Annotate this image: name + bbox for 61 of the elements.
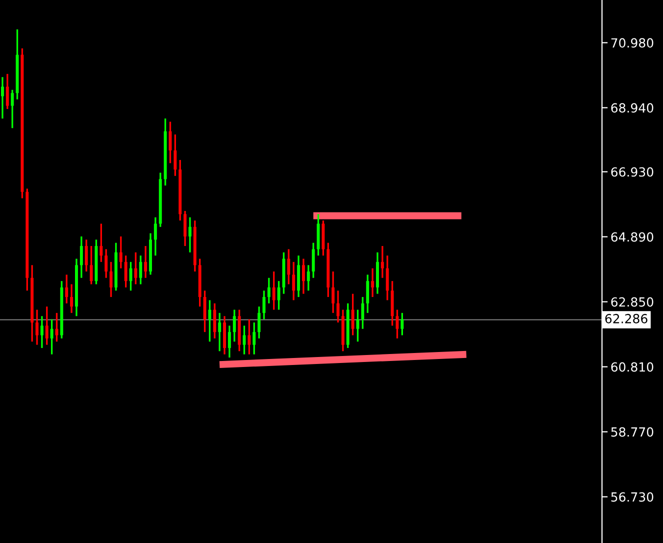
candlestick	[386, 254, 389, 302]
y-tick-label: 58.770	[611, 427, 654, 437]
candlestick	[380, 245, 384, 279]
candlestick	[110, 261, 113, 298]
candlestick	[287, 248, 290, 286]
y-tick-label: 66.930	[611, 167, 654, 177]
candlestick	[396, 308, 399, 340]
candlestick	[351, 292, 354, 336]
candlestick	[188, 216, 192, 254]
candlestick	[65, 274, 68, 304]
candlestick	[124, 254, 128, 288]
candlestick	[70, 283, 74, 314]
candlestick	[139, 254, 142, 286]
candlestick	[272, 270, 276, 311]
candlestick	[36, 308, 38, 346]
y-tick-label: 64.890	[611, 232, 654, 242]
candlestick	[134, 252, 138, 286]
candlestick	[10, 89, 14, 129]
candlestick	[302, 258, 305, 295]
candlestick	[184, 210, 187, 247]
candlestick	[104, 248, 108, 279]
candlestick	[213, 302, 216, 340]
candlestick	[40, 315, 44, 349]
candlestick	[252, 322, 256, 356]
candlestick	[90, 245, 93, 286]
candlestick	[84, 238, 88, 272]
y-tick-label: 56.730	[611, 492, 654, 502]
y-tick-label: 68.940	[611, 103, 654, 113]
candlestick	[262, 290, 266, 320]
candlestick	[232, 308, 236, 342]
candlestick	[277, 280, 280, 311]
candlestick	[400, 312, 404, 336]
candlestick	[292, 261, 296, 302]
candlestick	[336, 290, 340, 324]
candlestick	[0, 76, 4, 120]
y-tick-label: 62.850	[611, 297, 654, 307]
candlestick	[203, 290, 206, 333]
candlestick	[45, 306, 48, 346]
candlestick	[50, 318, 54, 356]
candlestick	[80, 236, 83, 279]
candlestick	[208, 299, 212, 342]
candlestick	[366, 274, 370, 314]
ref-line-label: 62.286	[605, 314, 648, 324]
candlestick	[174, 134, 177, 177]
candlestick	[306, 264, 310, 292]
candlestick	[258, 306, 261, 340]
candlestick	[144, 245, 148, 279]
candlestick	[228, 324, 231, 358]
y-tick-label: 70.980	[611, 38, 654, 48]
candlestick	[267, 277, 270, 304]
y-tick-label: 60.810	[611, 362, 654, 372]
candlestick	[371, 267, 374, 298]
candlestick	[100, 222, 103, 263]
candlestick	[361, 296, 364, 330]
candlestick	[248, 318, 251, 356]
candlestick	[218, 312, 222, 352]
candlestick	[332, 270, 335, 314]
candlestick	[312, 242, 315, 279]
candlestick	[119, 236, 122, 270]
candlestick	[6, 73, 9, 110]
candlestick	[154, 216, 157, 256]
